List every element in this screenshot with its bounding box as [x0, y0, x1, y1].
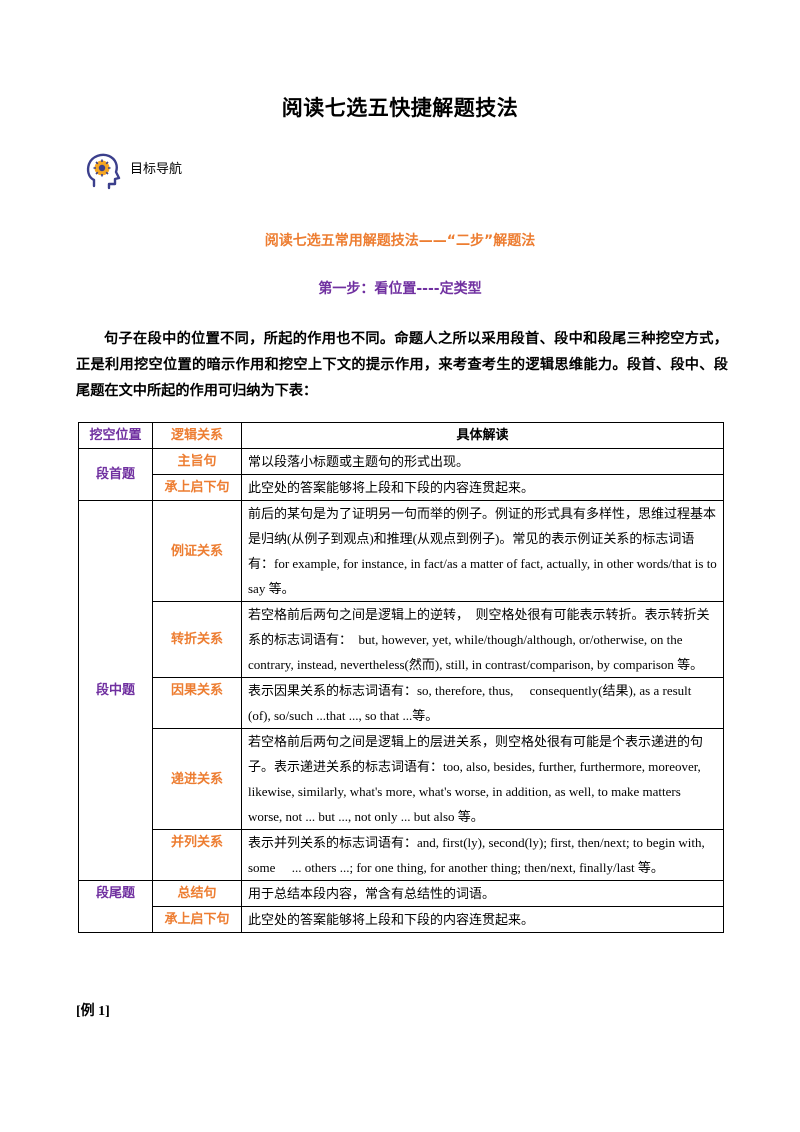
relation-cell: 承上启下句 — [152, 906, 242, 933]
target-navigation: 目标导航 — [82, 150, 182, 197]
example-label: [例 1] — [76, 1004, 110, 1019]
header-position: 挖空位置 — [78, 422, 153, 449]
table-row: 段中题 例证关系 前后的某句是为了证明另一句而举的例子。例证的形式具有多样性，思… — [78, 500, 724, 881]
table-header-row: 挖空位置 逻辑关系 具体解读 — [78, 422, 724, 449]
nav-label: 目标导航 — [130, 162, 183, 177]
table-row: 因果关系 表示因果关系的标志词语有：so, therefore, thus, c… — [79, 677, 724, 729]
header-detail: 具体解读 — [241, 422, 724, 449]
step-heading: 第一步：看位置----定类型 — [318, 281, 482, 297]
detail-cell: 若空格前后两句之间是逻辑上的层进关系，则空格处很有可能是个表示递进的句子。表示递… — [241, 728, 724, 830]
relation-cell: 递进关系 — [152, 728, 242, 830]
relation-cell: 并列关系 — [152, 829, 242, 881]
relation-cell: 承上启下句 — [152, 474, 242, 501]
detail-cell: 表示因果关系的标志词语有：so, therefore, thus, conseq… — [241, 677, 724, 729]
position-cell: 段首题 — [78, 448, 153, 501]
table-row: 承上启下句 此空处的答案能够将上段和下段的内容连贯起来。 — [79, 906, 724, 933]
table-row: 承上启下句 此空处的答案能够将上段和下段的内容连贯起来。 — [79, 474, 724, 501]
detail-cell: 表示并列关系的标志词语有：and, first(ly), second(ly);… — [241, 829, 724, 881]
table-row: 转折关系 若空格前后两句之间是逻辑上的逆转， 则空格处很有可能表示转折。表示转折… — [79, 601, 724, 678]
detail-cell: 若空格前后两句之间是逻辑上的逆转， 则空格处很有可能表示转折。表示转折关系的标志… — [241, 601, 724, 678]
technique-table: 挖空位置 逻辑关系 具体解读 段首题 主旨句 常以段落小标题或主题句的形式出现。… — [78, 422, 724, 933]
intro-paragraph: 句子在段中的位置不同，所起的作用也不同。命题人之所以采用段首、段中和段尾三种挖空… — [76, 331, 728, 399]
detail-cell: 前后的某句是为了证明另一句而举的例子。例证的形式具有多样性，思维过程基本是归纳(… — [241, 500, 724, 602]
relation-cell: 因果关系 — [152, 677, 242, 729]
section-subtitle: 阅读七选五常用解题技法——“二步”解题法 — [264, 233, 536, 249]
detail-cell: 此空处的答案能够将上段和下段的内容连贯起来。 — [241, 906, 724, 933]
table-row: 并列关系 表示并列关系的标志词语有：and, first(ly), second… — [79, 829, 724, 881]
detail-cell: 用于总结本段内容，常含有总结性的词语。 — [241, 880, 724, 907]
position-cell: 段尾题 — [78, 880, 153, 933]
relation-cell: 转折关系 — [152, 601, 242, 678]
table-row: 递进关系 若空格前后两句之间是逻辑上的层进关系，则空格处很有可能是个表示递进的句… — [79, 728, 724, 830]
relation-cell: 主旨句 — [152, 448, 242, 475]
page-title: 阅读七选五快捷解题技法 — [281, 96, 519, 120]
relation-cell: 总结句 — [152, 880, 242, 907]
position-cell: 段中题 — [78, 500, 153, 881]
relation-cell: 例证关系 — [152, 500, 242, 602]
table-row: 段尾题 总结句 用于总结本段内容，常含有总结性的词语。 — [78, 880, 724, 933]
brain-head-icon — [82, 150, 124, 197]
header-relation: 逻辑关系 — [152, 422, 242, 449]
table-row: 段首题 主旨句 常以段落小标题或主题句的形式出现。 — [78, 448, 724, 501]
detail-cell: 常以段落小标题或主题句的形式出现。 — [241, 448, 724, 475]
detail-cell: 此空处的答案能够将上段和下段的内容连贯起来。 — [241, 474, 724, 501]
